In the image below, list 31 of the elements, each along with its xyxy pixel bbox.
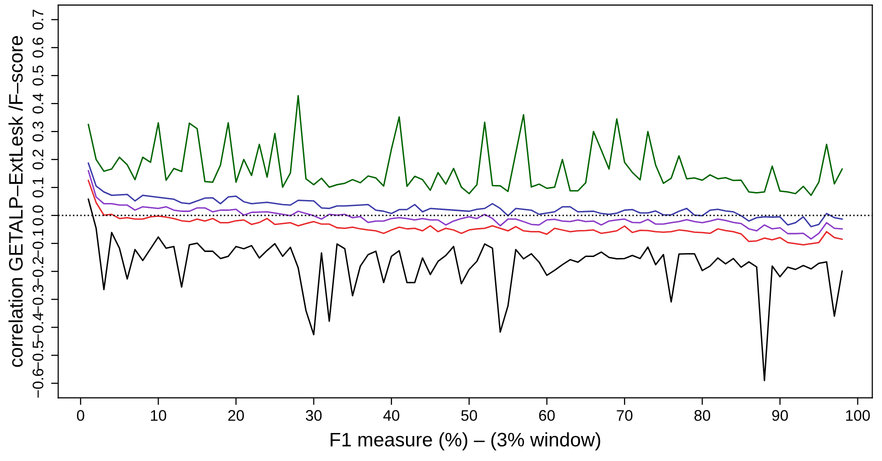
x-axis-title: F1 measure (%) – (3% window)	[330, 432, 600, 450]
x-tick-label: 60	[539, 410, 555, 421]
line-series	[88, 95, 843, 196]
x-tick-label: 30	[306, 410, 322, 421]
line-series	[88, 162, 843, 228]
x-tick-label: 80	[694, 410, 710, 421]
y-tick-label: −0.2	[32, 257, 44, 286]
y-tick-label: 0.6	[32, 38, 44, 58]
y-tick-label: −0.1	[32, 229, 44, 258]
y-tick-label: 0.5	[32, 66, 44, 86]
x-tick-label: 90	[772, 410, 788, 421]
line-series	[88, 170, 843, 240]
x-tick-label: 100	[846, 410, 870, 421]
y-tick-label: 0.1	[32, 178, 44, 198]
y-tick-label: 0.0	[32, 205, 44, 226]
y-tick-label: 0.2	[32, 150, 44, 170]
x-tick-label: 10	[150, 410, 166, 421]
x-tick-label: 40	[383, 410, 400, 421]
y-tick-label: −0.5	[32, 340, 44, 370]
y-tick-label: 0.7	[32, 10, 44, 30]
y-tick-label: 0.4	[32, 93, 44, 114]
line-series	[88, 180, 843, 246]
x-tick-label: 50	[461, 410, 478, 421]
x-tick-label: 0	[76, 410, 84, 421]
x-tick-label: 70	[616, 410, 632, 421]
y-tick-label: −0.3	[32, 284, 44, 314]
y-tick-label: −0.6	[32, 368, 44, 398]
y-tick-label: 0.3	[32, 122, 44, 142]
y-tick-label: −0.4	[32, 312, 44, 342]
y-axis-title: correlation GETALP–ExtLesk /F–score	[8, 36, 23, 367]
x-tick-label: 20	[228, 410, 244, 421]
